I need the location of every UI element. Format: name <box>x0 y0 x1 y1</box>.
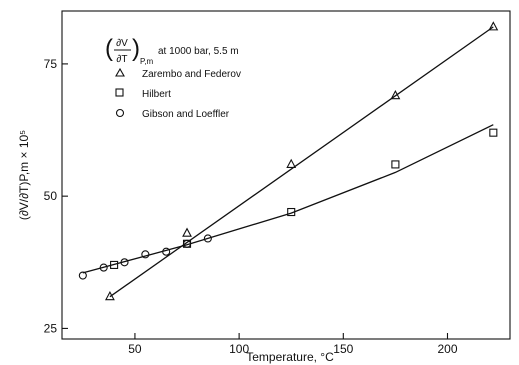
triangle-marker <box>390 89 401 100</box>
data-markers <box>78 21 499 301</box>
legend-entry-gibson: Gibson and Loeffler <box>142 109 230 120</box>
legend-circle-marker <box>115 108 125 118</box>
legend: ( ∂V ∂T ) P,m at 1000 bar, 5.5 m Zarembo… <box>105 35 241 120</box>
x-tick-label: 200 <box>437 342 457 356</box>
y-tick-label: 50 <box>44 189 58 203</box>
legend-header: ( ∂V ∂T ) P,m at 1000 bar, 5.5 m <box>105 35 239 66</box>
legend-header-open-paren: ( <box>105 35 113 62</box>
triangle-marker <box>286 158 297 168</box>
legend-header-numerator: ∂V <box>116 38 128 49</box>
x-axis-label: Temperature, °C <box>246 350 334 364</box>
legend-header-subscript: P,m <box>140 57 154 66</box>
fit-line-square <box>82 124 494 274</box>
circle-marker <box>78 271 87 280</box>
triangle-marker <box>105 291 115 301</box>
legend-triangle-marker <box>115 67 125 77</box>
square-marker <box>287 207 296 217</box>
circle-marker <box>203 234 212 243</box>
circle-marker <box>141 250 150 259</box>
y-axis-label-text: (∂V/∂T)P,m × 10⁵ <box>17 130 31 220</box>
x-tick-label: 100 <box>229 342 249 356</box>
y-tick-label: 25 <box>44 321 58 335</box>
legend-header-denominator: ∂T <box>116 54 127 65</box>
square-marker <box>489 128 498 137</box>
fit-lines <box>82 26 494 298</box>
triangle-marker <box>182 227 192 237</box>
square-marker <box>391 160 400 169</box>
circle-marker <box>162 247 171 256</box>
fit-line-triangle <box>109 26 494 298</box>
legend-entry-hilbert: Hilbert <box>142 89 171 100</box>
circle-marker <box>99 263 108 272</box>
y-tick-label: 75 <box>44 57 58 71</box>
circle-marker <box>120 258 129 267</box>
x-tick-label: 150 <box>333 342 353 356</box>
triangle-marker <box>488 21 499 31</box>
legend-entry-zarembo: Zarembo and Federov <box>142 69 241 80</box>
tick-group: 50 100 150 200 25 50 75 <box>44 57 458 356</box>
circle-marker <box>182 239 192 248</box>
legend-header-close-paren: ) <box>132 35 140 62</box>
x-tick-label: 50 <box>128 342 142 356</box>
y-axis-label: (∂V/∂T)P,m × 10⁵ <box>17 130 31 220</box>
plot-frame <box>61 10 511 340</box>
legend-header-condition: at 1000 bar, 5.5 m <box>158 46 239 57</box>
square-marker <box>110 260 119 269</box>
legend-square-marker <box>115 88 124 97</box>
